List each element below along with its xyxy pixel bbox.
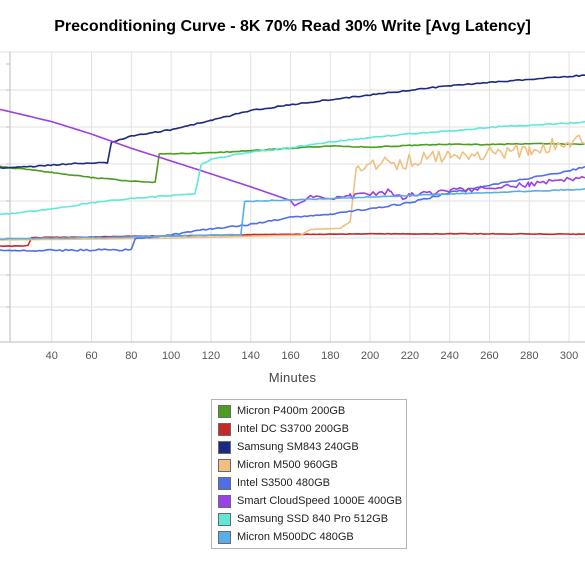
grid-lines [0,51,585,343]
legend-label: Intel S3500 480GB [237,477,330,489]
x-tick-label: 40 [46,350,58,362]
legend-item[interactable]: Intel S3500 480GB [212,474,406,492]
x-tick-label: 160 [281,350,299,362]
series-line-micron-m500-960gb [0,134,585,241]
legend-item[interactable]: Micron M500DC 480GB [212,528,406,546]
legend-label: Intel DC S3700 200GB [237,423,349,435]
x-tick-label: 280 [520,350,538,362]
legend-swatch [218,494,231,508]
legend-label: Samsung SM843 240GB [237,441,359,453]
legend-swatch [218,476,231,490]
plot-frame [0,52,585,343]
legend-swatch [218,440,231,454]
legend-label: Smart CloudSpeed 1000E 400GB [237,495,403,507]
x-tick-label: 200 [361,350,379,362]
x-tick-label: 220 [401,350,419,362]
legend-item[interactable]: Samsung SM843 240GB [212,438,406,456]
x-tick-label: 260 [480,350,498,362]
x-tick-label: 240 [441,350,459,362]
x-tick-label: 80 [125,350,137,362]
legend-swatch [218,422,231,436]
series-lines [0,74,585,252]
series-line-intel-s3500-480gb [0,165,585,252]
legend-swatch [218,458,231,472]
series-line-smart-cloudspeed-1000e-400gb [0,108,585,207]
legend-swatch [218,530,231,544]
series-line-micron-p400m-200gb [0,142,585,184]
legend-label: Micron M500 960GB [237,459,338,471]
x-tick-label: 300 [560,350,578,362]
series-line-samsung-ssd-840-pro-512gb [0,120,585,216]
legend: Micron P400m 200GB Intel DC S3700 200GB Sa… [211,399,407,549]
x-tick-label: 60 [85,350,97,362]
x-tick-labels: 40 60 80 100 120 140 160 180 200 220 240 260 280 300 [46,350,579,362]
legend-label: Micron P400m 200GB [237,405,346,417]
chart-title: Preconditioning Curve - 8K 70% Read 30% … [54,18,531,35]
legend-label: Samsung SSD 840 Pro 512GB [237,513,389,525]
series-line-samsung-sm843-240gb [0,74,585,169]
legend-item[interactable]: Micron M500 960GB [212,456,406,474]
legend-swatch [218,404,231,418]
series-line-micron-m500dc-480gb [0,188,585,241]
x-tick-label: 100 [162,350,180,362]
legend-swatch [218,512,231,526]
x-tick-label: 140 [242,350,260,362]
x-axis-label: Minutes [268,370,317,385]
legend-item[interactable]: Samsung SSD 840 Pro 512GB [212,510,406,528]
legend-item[interactable]: Intel DC S3700 200GB [212,420,406,438]
legend-item[interactable]: Smart CloudSpeed 1000E 400GB [212,492,406,510]
legend-item[interactable]: Micron P400m 200GB [212,402,406,420]
x-tick-label: 120 [202,350,220,362]
legend-label: Micron M500DC 480GB [237,531,354,543]
x-tick-label: 180 [321,350,339,362]
